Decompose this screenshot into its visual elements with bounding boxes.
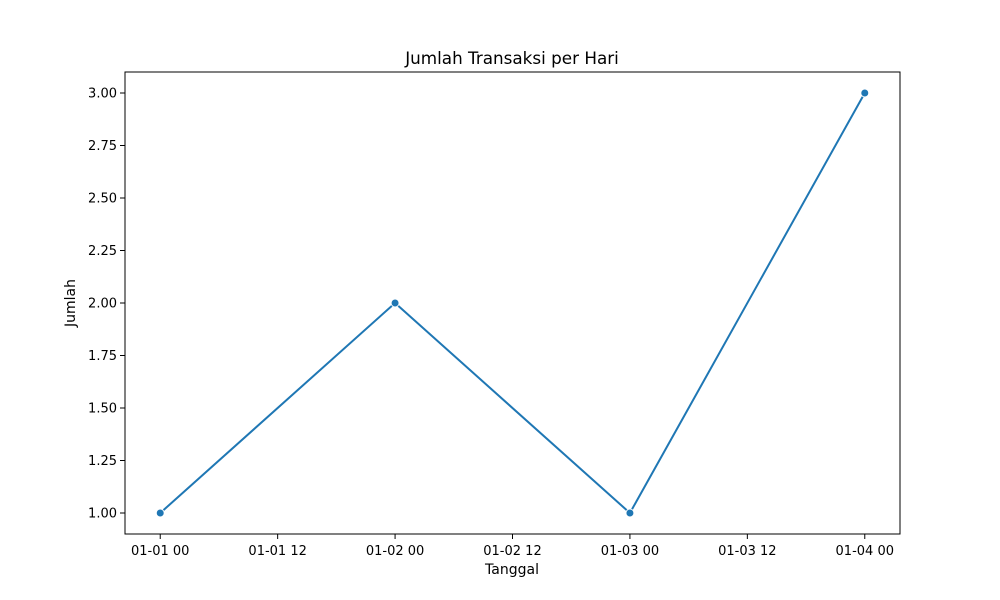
- data-point: [155, 508, 165, 518]
- x-tick-label: 01-02 00: [366, 544, 424, 559]
- y-tick-label: 1.25: [88, 454, 117, 469]
- y-tick-label: 2.75: [88, 139, 117, 154]
- data-point: [390, 298, 400, 308]
- x-tick-label: 01-04 00: [836, 544, 894, 559]
- x-tick-label: 01-01 12: [248, 544, 306, 559]
- x-tick-label: 01-02 12: [483, 544, 541, 559]
- data-point: [625, 508, 635, 518]
- x-axis-label: Tanggal: [484, 562, 539, 578]
- y-tick-label: 1.00: [88, 507, 117, 522]
- x-axis: 01-01 00 01-01 12 01-02 00 01-02 12 01-03 00…: [131, 534, 894, 559]
- series-group: [155, 88, 870, 518]
- y-tick-label: 2.00: [88, 297, 117, 312]
- y-tick-label: 1.50: [88, 402, 117, 417]
- y-tick-label: 1.75: [88, 349, 117, 364]
- x-tick-label: 01-03 12: [718, 544, 776, 559]
- data-point: [860, 88, 870, 98]
- plot-area: [124, 71, 901, 535]
- y-axis-label: Jumlah: [63, 279, 79, 328]
- y-tick-label: 2.50: [88, 192, 117, 207]
- y-axis: 1.00 1.25 1.50 1.75 2.00 2.25 2.50 2.75 3.00: [88, 87, 125, 522]
- chart-title: Jumlah Transaksi per Hari: [404, 48, 619, 68]
- series-line: [159, 92, 866, 514]
- x-tick-label: 01-01 00: [131, 544, 189, 559]
- y-tick-label: 2.25: [88, 244, 117, 259]
- y-tick-label: 3.00: [88, 87, 117, 102]
- x-tick-label: 01-03 00: [601, 544, 659, 559]
